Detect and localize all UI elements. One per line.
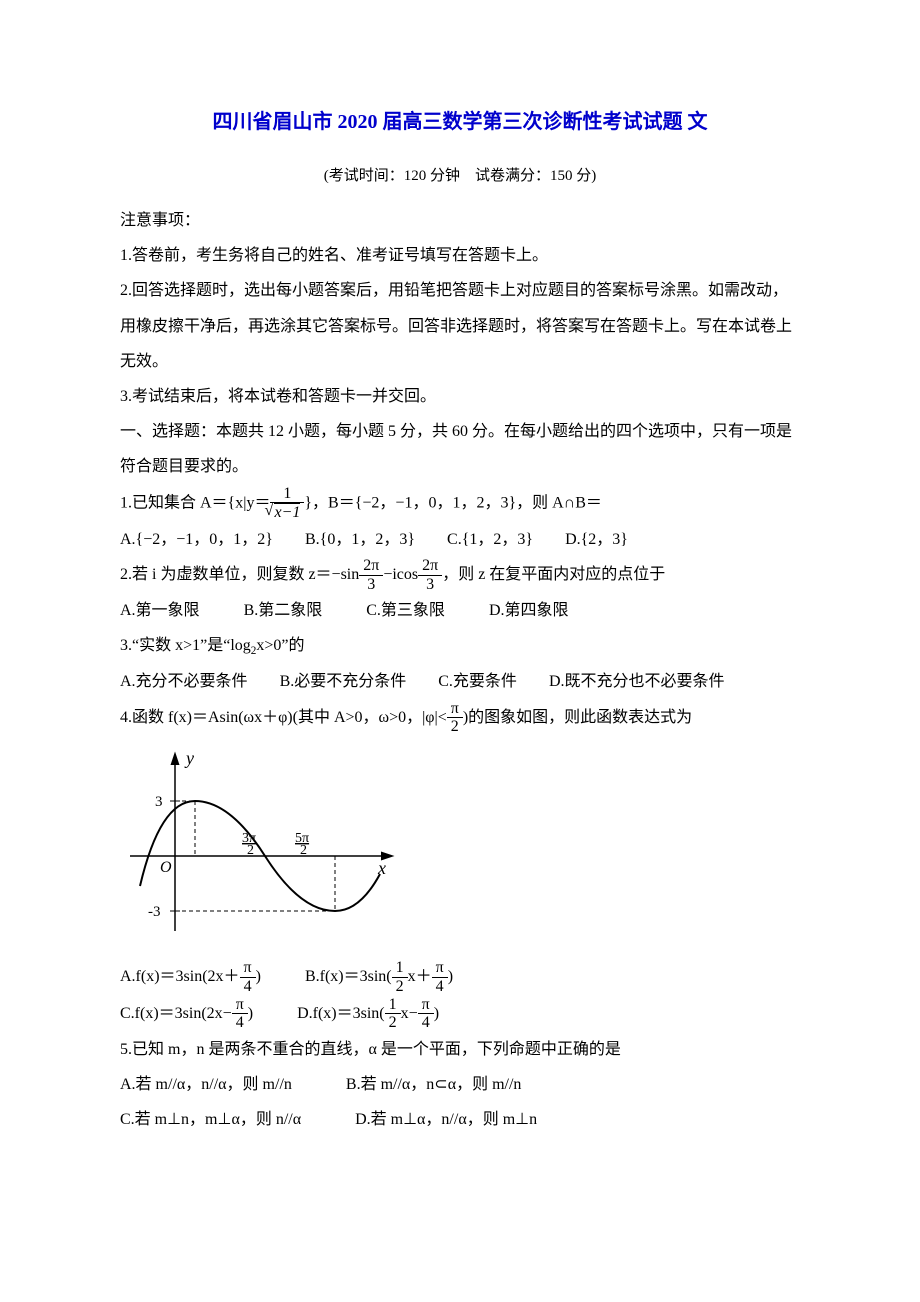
notice-label: 注意事项： <box>120 203 800 238</box>
y-label: y <box>184 748 194 768</box>
q2-optA: A.第一象限 <box>120 593 200 628</box>
q4-optD-num2: π <box>418 996 434 1015</box>
q3-optC: C.充要条件 <box>438 664 517 699</box>
q4-graph-svg: y x O 3 -3 3π 2 5π 2 <box>120 746 400 936</box>
q4-optA-post: ) <box>256 968 261 985</box>
q4-stem-pre: 4.函数 f(x)＝Asin(ωx＋φ)(其中 A>0，ω>0，|φ|< <box>120 709 447 726</box>
origin-label: O <box>160 859 172 876</box>
q1-stem-pre: 1.已知集合 A＝{x|y＝ <box>120 494 270 511</box>
q4-frac-den: 2 <box>447 718 463 736</box>
question-1: 1.已知集合 A＝{x|y＝1√x−1}，B＝{−2，−1，0，1，2，3}，则… <box>120 485 800 522</box>
y-down-label: -3 <box>148 904 161 920</box>
q1-optD: D.{2，3} <box>565 522 628 557</box>
q4-options-row2: C.f(x)＝3sin(2x−π4) D.f(x)＝3sin(12x−π4) <box>120 996 800 1032</box>
q4-optA-num: π <box>240 959 256 978</box>
q2-options: A.第一象限 B.第二象限 C.第三象限 D.第四象限 <box>120 593 800 628</box>
q4-optD: D.f(x)＝3sin(12x−π4) <box>297 1005 439 1022</box>
q4-optA-den: 4 <box>240 978 256 996</box>
q4-optC-pre: C.f(x)＝3sin(2x− <box>120 1005 232 1022</box>
q4-stem-post: )的图象如图，则此函数表达式为 <box>463 709 692 726</box>
q2-frac1-den: 3 <box>359 576 383 594</box>
q1-optB: B.{0，1，2，3} <box>305 522 415 557</box>
q2-stem-mid: −icos <box>383 566 418 583</box>
q3-options: A.充分不必要条件 B.必要不充分条件 C.充要条件 D.既不充分也不必要条件 <box>120 664 800 699</box>
q3-stem: 3.“实数 x>1”是“log <box>120 637 251 654</box>
q3-optA: A.充分不必要条件 <box>120 664 248 699</box>
q2-stem-post: ，则 z 在复平面内对应的点位于 <box>442 566 665 583</box>
q4-optB-num1: 1 <box>392 959 408 978</box>
q4-options-row1: A.f(x)＝3sin(2x＋π4) B.f(x)＝3sin(12x＋π4) <box>120 959 800 995</box>
q5-options-row1: A.若 m//α，n//α，则 m//n B.若 m//α，n⊂α，则 m//n <box>120 1067 800 1102</box>
q5-optD: D.若 m⊥α，n//α，则 m⊥n <box>355 1111 537 1128</box>
q4-optB-den2: 4 <box>432 978 448 996</box>
q2-frac2-num: 2π <box>418 557 442 576</box>
q1-frac-den-expr: x−1 <box>274 504 300 521</box>
q2-optD: D.第四象限 <box>489 593 569 628</box>
q4-optB: B.f(x)＝3sin(12x＋π4) <box>305 968 453 985</box>
section-1-header: 一、选择题：本题共 12 小题，每小题 5 分，共 60 分。在每小题给出的四个… <box>120 414 800 484</box>
q1-optA: A.{−2，−1，0，1，2} <box>120 522 273 557</box>
y-up-label: 3 <box>155 794 163 810</box>
xtick2-den: 2 <box>300 843 307 858</box>
q3-optD: D.既不充分也不必要条件 <box>549 664 725 699</box>
q1-options: A.{−2，−1，0，1，2} B.{0，1，2，3} C.{1，2，3} D.… <box>120 522 800 557</box>
q4-optD-den2: 4 <box>418 1014 434 1032</box>
q5-optA: A.若 m//α，n//α，则 m//n <box>120 1076 292 1093</box>
q4-optC-num: π <box>232 996 248 1015</box>
q5-optB: B.若 m//α，n⊂α，则 m//n <box>346 1076 522 1093</box>
q2-stem-pre: 2.若 i 为虚数单位，则复数 z＝−sin <box>120 566 359 583</box>
question-2: 2.若 i 为虚数单位，则复数 z＝−sin2π3−icos2π3，则 z 在复… <box>120 557 800 593</box>
question-5: 5.已知 m，n 是两条不重合的直线，α 是一个平面，下列命题中正确的是 <box>120 1032 800 1067</box>
q4-optB-mid: x＋ <box>408 968 432 985</box>
q4-optC-den: 4 <box>232 1014 248 1032</box>
q4-optD-mid: x− <box>401 1005 418 1022</box>
q4-optD-post: ) <box>434 1005 439 1022</box>
q1-optC: C.{1，2，3} <box>447 522 533 557</box>
q1-fraction: 1√x−1 <box>270 485 304 522</box>
q1-frac-num: 1 <box>270 485 304 504</box>
question-3: 3.“实数 x>1”是“log2x>0”的 <box>120 628 800 664</box>
q4-optB-den1: 2 <box>392 978 408 996</box>
q2-optC: C.第三象限 <box>366 593 445 628</box>
q4-figure: y x O 3 -3 3π 2 5π 2 <box>120 746 800 949</box>
q4-frac: π2 <box>447 700 463 736</box>
q2-optB: B.第二象限 <box>244 593 323 628</box>
subtitle: (考试时间：120 分钟 试卷满分：150 分) <box>120 160 800 193</box>
q3-stem2: x>0”的 <box>256 637 304 654</box>
q2-frac2-den: 3 <box>418 576 442 594</box>
question-4: 4.函数 f(x)＝Asin(ωx＋φ)(其中 A>0，ω>0，|φ|<π2)的… <box>120 700 800 736</box>
xtick1-den: 2 <box>247 843 254 858</box>
q4-optB-pre: B.f(x)＝3sin( <box>305 968 392 985</box>
q1-frac-den: √x−1 <box>270 503 304 522</box>
q4-frac-num: π <box>447 700 463 719</box>
q4-optD-pre: D.f(x)＝3sin( <box>297 1005 385 1022</box>
q4-optC-post: ) <box>248 1005 253 1022</box>
q4-optD-num1: 1 <box>385 996 401 1015</box>
q1-stem-post: }，B＝{−2，−1，0，1，2，3}，则 A∩B＝ <box>304 494 602 511</box>
q4-optA-pre: A.f(x)＝3sin(2x＋ <box>120 968 240 985</box>
q3-optB: B.必要不充分条件 <box>280 664 407 699</box>
notice-1: 1.答卷前，考生务将自己的姓名、准考证号填写在答题卡上。 <box>120 238 800 273</box>
q2-frac1: 2π3 <box>359 557 383 593</box>
q2-frac2: 2π3 <box>418 557 442 593</box>
notice-3: 3.考试结束后，将本试卷和答题卡一并交回。 <box>120 379 800 414</box>
q4-optC: C.f(x)＝3sin(2x−π4) <box>120 1005 257 1022</box>
page-title: 四川省眉山市 2020 届高三数学第三次诊断性考试试题 文 <box>120 100 800 144</box>
notice-2: 2.回答选择题时，选出每小题答案后，用铅笔把答题卡上对应题目的答案标号涂黑。如需… <box>120 273 800 379</box>
q5-options-row2: C.若 m⊥n，m⊥α，则 n//α D.若 m⊥α，n//α，则 m⊥n <box>120 1102 800 1137</box>
q4-optA: A.f(x)＝3sin(2x＋π4) <box>120 968 265 985</box>
q5-optC: C.若 m⊥n，m⊥α，则 n//α <box>120 1111 301 1128</box>
q2-frac1-num: 2π <box>359 557 383 576</box>
q4-optD-den1: 2 <box>385 1014 401 1032</box>
q4-optB-post: ) <box>448 968 453 985</box>
q4-optB-num2: π <box>432 959 448 978</box>
